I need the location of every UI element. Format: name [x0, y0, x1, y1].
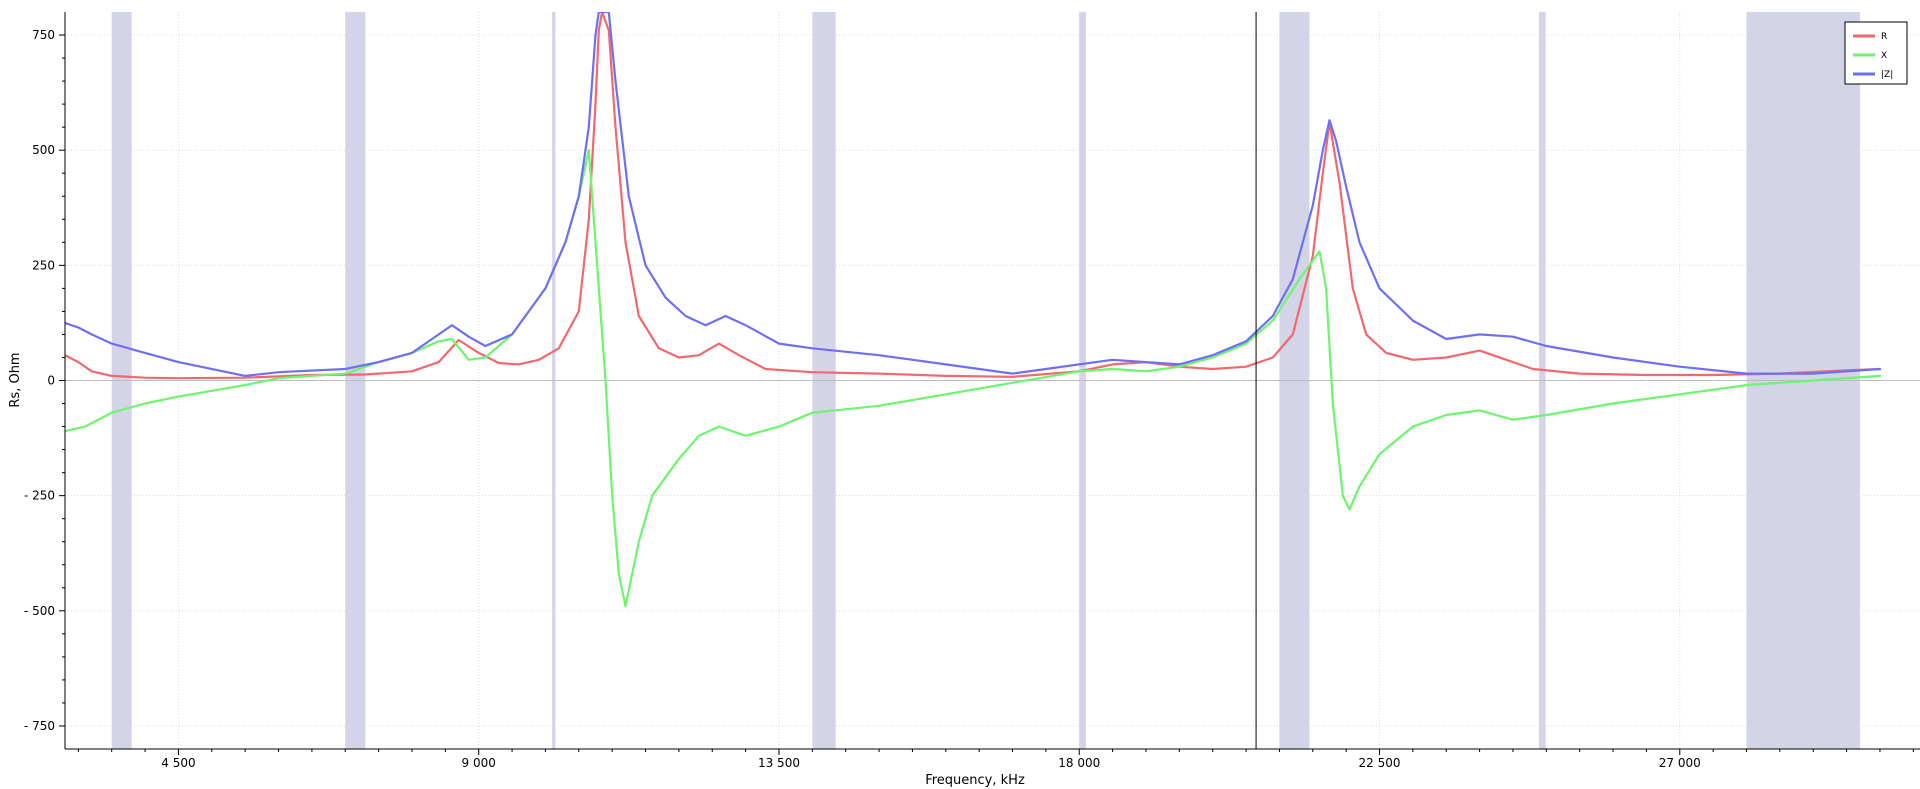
x-axis-title: Frequency, kHz [925, 773, 1025, 788]
legend-label-2: X [1881, 51, 1887, 61]
series-line-2 [65, 149, 1882, 608]
y-tick-label-1: 500 [32, 143, 55, 157]
y-tick-label-5: - 500 [24, 604, 55, 618]
y-tick-label-2: 250 [32, 258, 55, 272]
series-line-3 [65, 12, 1882, 377]
y-tick-label-0: 750 [32, 28, 55, 42]
axes [59, 12, 1920, 755]
y-tick-label-4: - 250 [24, 489, 55, 503]
series-line-1 [65, 12, 1882, 380]
x-tick-label-3: 18 000 [1058, 756, 1100, 770]
grid-lines [65, 12, 1920, 749]
y-tick-label-3: 0 [47, 374, 55, 388]
x-tick-label-5: 27 000 [1659, 756, 1701, 770]
legend: RX |Z| [1844, 21, 1908, 85]
legend-label-3: |Z| [1881, 70, 1893, 80]
y-tick-label-6: - 750 [24, 719, 55, 733]
series-lines [65, 12, 1882, 608]
x-tick-label-2: 13 500 [758, 756, 800, 770]
y-axis-title: Rs, Ohm [8, 352, 23, 407]
tick-labels: 4 500 9 000 13 500 18 000 22 500 27 000 750 500… [24, 28, 1701, 770]
x-tick-label-4: 22 500 [1359, 756, 1401, 770]
legend-label-1: R [1881, 32, 1887, 42]
x-tick-label-1: 9 000 [462, 756, 496, 770]
x-tick-label-0: 4 500 [161, 756, 195, 770]
